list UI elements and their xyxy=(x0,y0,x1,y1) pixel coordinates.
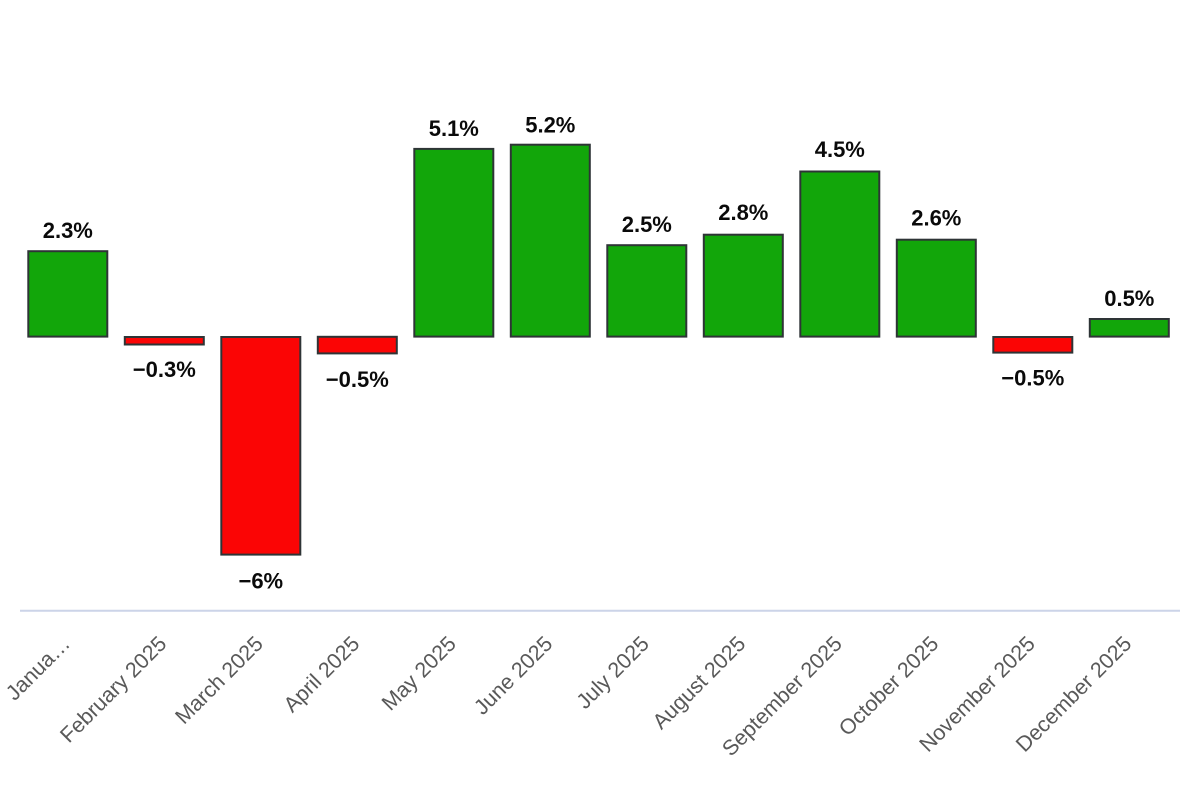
svg-text:March 2025: March 2025 xyxy=(171,632,268,729)
svg-text:2.5%: 2.5% xyxy=(622,212,672,237)
svg-text:−6%: −6% xyxy=(238,569,283,594)
svg-text:June 2025: June 2025 xyxy=(469,632,557,720)
svg-text:−0.3%: −0.3% xyxy=(133,357,196,382)
svg-text:April 2025: April 2025 xyxy=(279,632,364,717)
svg-text:5.2%: 5.2% xyxy=(525,113,575,138)
svg-text:2.6%: 2.6% xyxy=(911,206,961,231)
svg-text:2.8%: 2.8% xyxy=(718,200,768,225)
svg-text:July 2025: July 2025 xyxy=(572,632,654,714)
svg-text:−0.5%: −0.5% xyxy=(326,367,389,392)
svg-text:Janua…: Janua… xyxy=(1,632,75,706)
svg-text:2.3%: 2.3% xyxy=(43,218,93,243)
svg-text:0.5%: 0.5% xyxy=(1104,286,1154,311)
svg-text:October 2025: October 2025 xyxy=(834,632,943,741)
svg-text:4.5%: 4.5% xyxy=(815,137,865,162)
svg-text:5.1%: 5.1% xyxy=(429,116,479,141)
svg-text:August 2025: August 2025 xyxy=(648,632,750,734)
svg-text:−0.5%: −0.5% xyxy=(1001,366,1064,391)
svg-text:May 2025: May 2025 xyxy=(377,632,461,716)
